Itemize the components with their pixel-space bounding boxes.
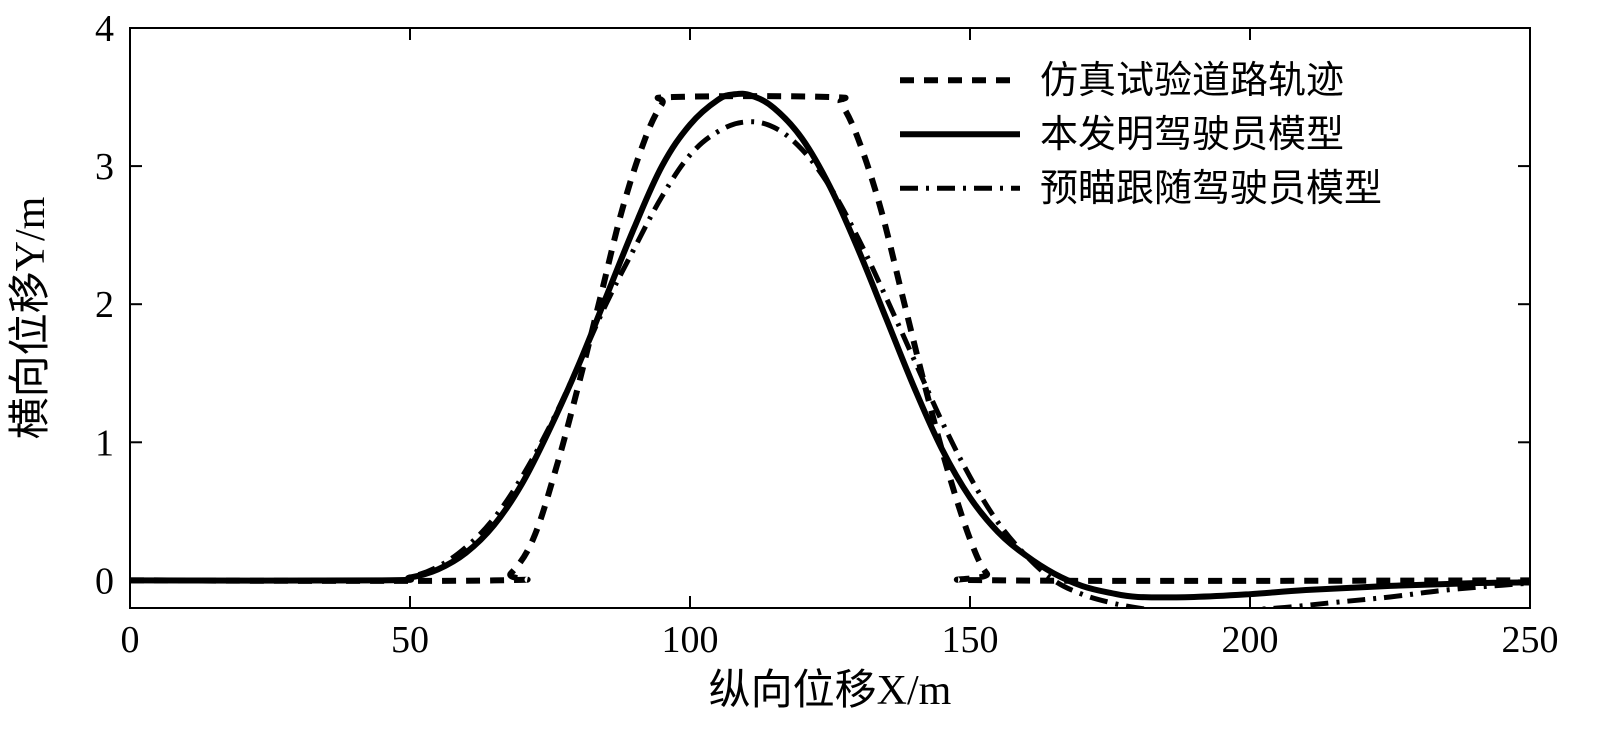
x-tick-label: 0 — [121, 619, 140, 661]
y-tick-label: 1 — [95, 422, 114, 464]
y-tick-label: 4 — [95, 8, 114, 50]
y-tick-label: 0 — [95, 560, 114, 602]
chart-container: 0 50 100 150 200 250 0 1 2 3 4 纵向位移X/m 横向位移Y/m 仿真试验道路… — [0, 0, 1608, 744]
legend-label: 仿真试验道路轨迹 — [1040, 60, 1344, 102]
x-tick-label: 100 — [662, 619, 719, 661]
legend-label: 预瞄跟随驾驶员模型 — [1040, 168, 1382, 210]
x-tick-label: 50 — [391, 619, 429, 661]
x-tick-label: 200 — [1222, 619, 1279, 661]
x-axis-label: 纵向位移X/m — [709, 667, 952, 714]
legend-label: 本发明驾驶员模型 — [1040, 114, 1344, 156]
y-tick-label: 3 — [95, 146, 114, 188]
x-tick-label: 250 — [1502, 619, 1559, 661]
y-tick-label: 2 — [95, 284, 114, 326]
x-tick-label: 150 — [942, 619, 999, 661]
y-axis-label: 横向位移Y/m — [7, 196, 54, 439]
chart-svg: 0 50 100 150 200 250 0 1 2 3 4 纵向位移X/m 横向位移Y/m 仿真试验道路… — [0, 0, 1608, 744]
